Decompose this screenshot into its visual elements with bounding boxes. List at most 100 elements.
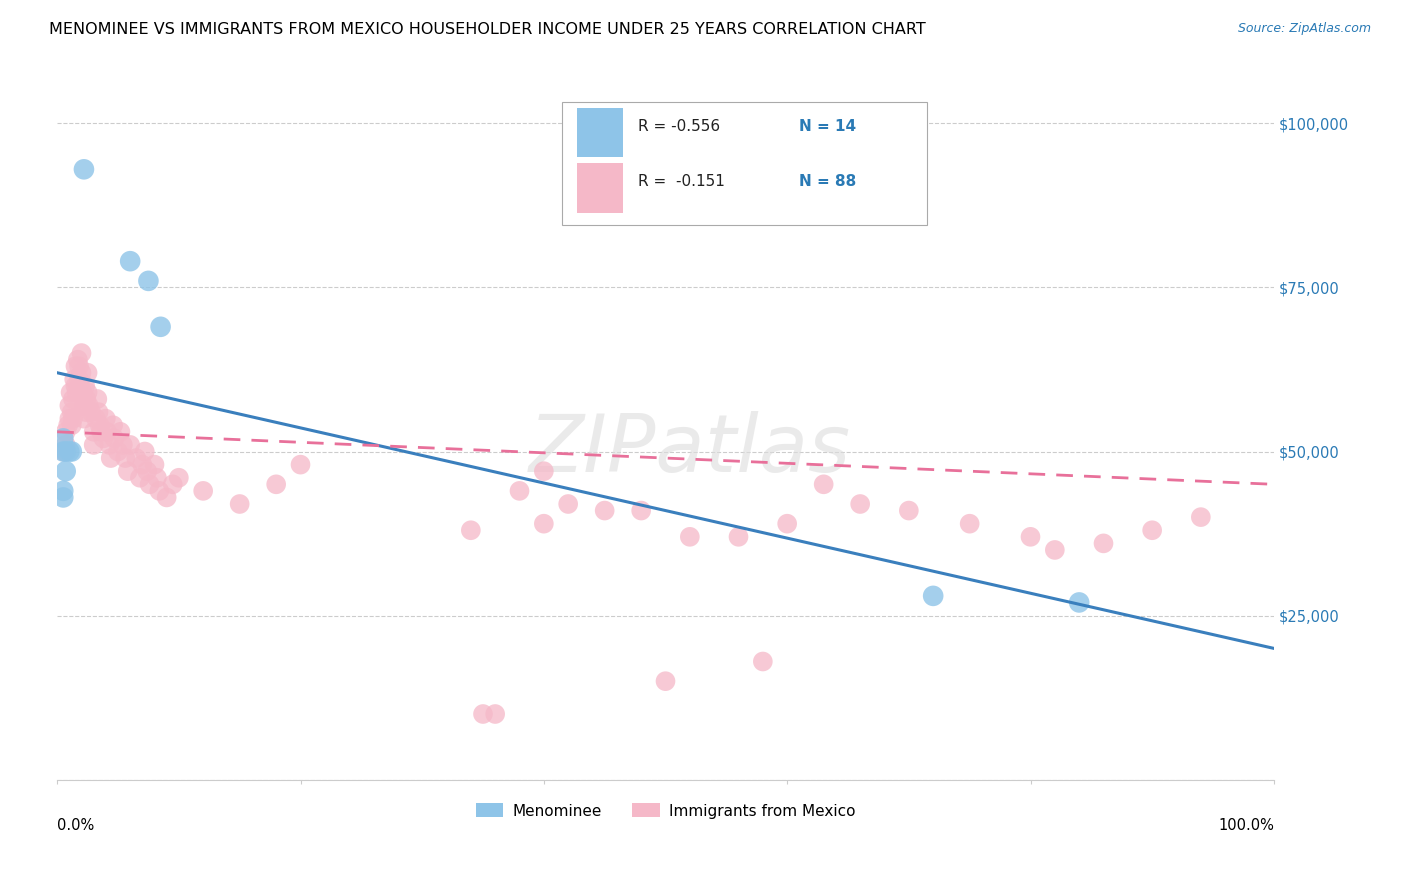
Text: 0.0%: 0.0% [58,818,94,833]
Point [167,471,190,485]
Point [111,438,134,452]
Point [52,444,75,458]
Point [56,418,79,433]
Point [60,405,83,419]
Point [100,451,122,466]
FancyBboxPatch shape [576,108,623,157]
Point [557,497,579,511]
Point [136,464,159,478]
Text: Source: ZipAtlas.com: Source: ZipAtlas.com [1237,22,1371,36]
Point [107,444,129,458]
FancyBboxPatch shape [562,102,927,225]
Point [110,425,132,439]
Text: R = -0.556: R = -0.556 [637,120,720,134]
Point [52,444,75,458]
Point [148,483,170,498]
Point [58,399,80,413]
Point [67,359,90,374]
Point [162,477,184,491]
Point [58,411,80,425]
Point [533,516,555,531]
Point [228,497,250,511]
Point [117,464,139,478]
Point [290,458,312,472]
Point [55,438,77,452]
Point [98,438,121,452]
Point [55,464,77,478]
Point [60,418,83,433]
Point [83,438,105,452]
Point [62,411,84,425]
Text: MENOMINEE VS IMMIGRANTS FROM MEXICO HOUSEHOLDER INCOME UNDER 25 YEARS CORRELATIO: MENOMINEE VS IMMIGRANTS FROM MEXICO HOUS… [49,22,927,37]
Point [897,503,920,517]
Point [125,451,148,466]
Point [134,444,156,458]
Point [83,425,105,439]
Point [149,319,172,334]
Point [76,385,98,400]
Point [80,405,103,419]
Point [96,425,118,439]
Point [73,162,96,177]
Point [776,516,799,531]
Point [156,491,179,505]
Point [70,366,93,380]
Point [484,706,506,721]
Point [75,405,97,419]
Point [90,425,112,439]
Text: R =  -0.151: R = -0.151 [637,175,724,189]
Point [62,392,84,406]
Point [89,418,111,433]
Point [69,379,91,393]
Point [87,405,110,419]
Point [131,458,153,472]
Point [120,254,142,268]
Point [922,589,945,603]
Point [727,530,749,544]
Point [63,372,86,386]
Point [143,458,166,472]
Point [94,411,117,425]
Point [55,444,77,458]
Point [93,431,115,445]
Point [66,352,89,367]
Point [1043,543,1066,558]
Point [56,444,79,458]
Point [813,477,835,491]
Point [101,418,124,433]
Point [1092,536,1115,550]
Point [264,477,287,491]
Point [58,444,80,458]
Text: 100.0%: 100.0% [1218,818,1274,833]
Point [1140,523,1163,537]
Point [193,483,215,498]
Point [60,444,83,458]
Point [752,655,775,669]
Point [120,438,142,452]
Point [84,411,107,425]
Point [67,372,90,386]
FancyBboxPatch shape [576,163,623,212]
Point [138,274,160,288]
Point [114,451,136,466]
Legend: Menominee, Immigrants from Mexico: Menominee, Immigrants from Mexico [470,797,862,824]
Point [508,483,530,498]
Point [1019,530,1042,544]
Text: ZIPatlas: ZIPatlas [529,410,851,489]
Point [533,464,555,478]
Point [53,444,76,458]
Point [129,471,152,485]
Point [77,399,100,413]
Point [849,497,872,511]
Point [959,516,981,531]
Point [75,392,97,406]
Point [73,399,96,413]
Point [72,385,94,400]
Point [654,674,676,689]
Point [86,392,108,406]
Point [630,503,652,517]
Point [65,359,87,374]
Point [66,385,89,400]
Point [73,411,96,425]
Point [146,471,169,485]
